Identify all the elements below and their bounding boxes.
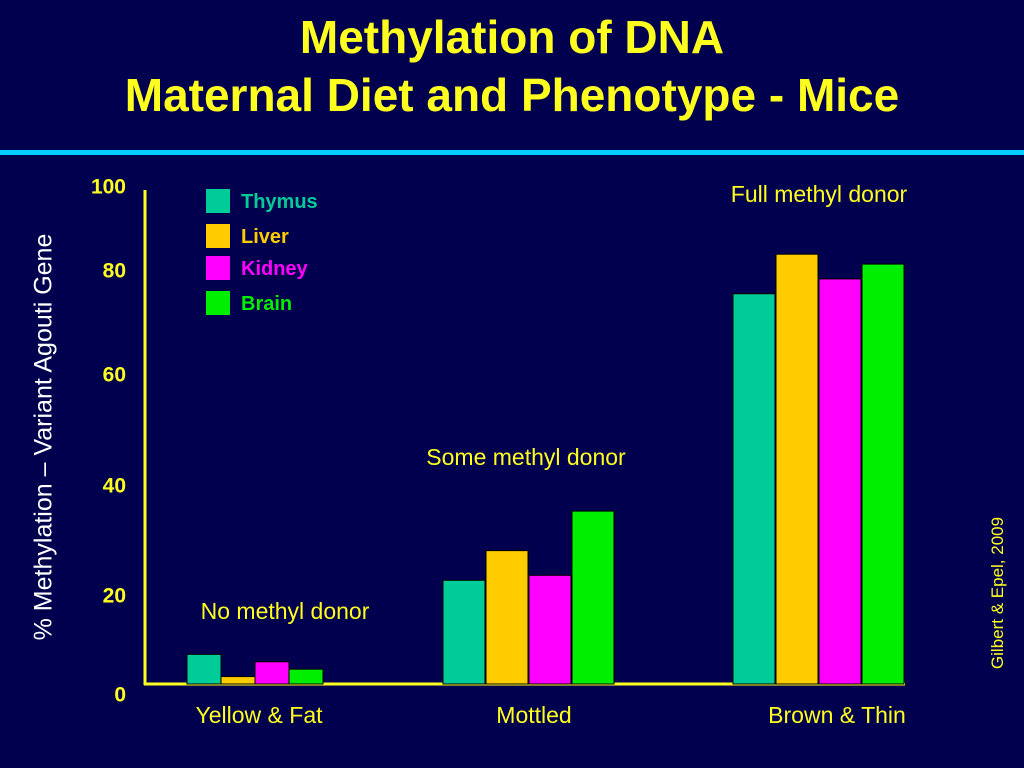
legend-swatch-kidney	[206, 256, 230, 280]
bar-thymus-0	[186, 653, 222, 685]
bar-group-annotation: Full methyl donor	[731, 181, 908, 207]
y-tick-label: 100	[91, 176, 126, 199]
bar-brain-1	[571, 510, 615, 685]
legend-swatch-brain	[206, 291, 230, 315]
bar-brain-0	[288, 668, 324, 685]
y-tick-label: 80	[103, 260, 126, 283]
x-category-label: Yellow & Fat	[196, 702, 324, 728]
legend-label-brain: Brain	[241, 293, 292, 315]
title-line-1: Methylation of DNA	[299, 11, 725, 63]
slide-title: Methylation of DNA Maternal Diet and Phe…	[0, 8, 1024, 124]
bar-liver-2	[775, 253, 819, 685]
y-tick-label: 40	[103, 475, 126, 498]
bar-kidney-0	[254, 661, 290, 685]
title-divider	[0, 150, 1024, 155]
bar-liver-1	[485, 550, 529, 685]
y-tick-label: 20	[103, 585, 126, 608]
legend-label-kidney: Kidney	[241, 258, 309, 280]
title-line-2: Maternal Diet and Phenotype - Mice	[124, 69, 900, 121]
legend-label-liver: Liver	[241, 226, 289, 248]
bar-group-annotation: Some methyl donor	[426, 444, 626, 470]
y-tick-label: 0	[114, 684, 126, 707]
bar-kidney-1	[528, 574, 572, 685]
x-category-label: Mottled	[496, 702, 571, 728]
legend-swatch-liver	[206, 224, 230, 248]
bar-kidney-2	[818, 278, 862, 685]
bar-group-annotation: No methyl donor	[201, 598, 370, 624]
bar-brain-2	[861, 263, 905, 685]
legend-label-thymus: Thymus	[241, 191, 318, 213]
x-category-label: Brown & Thin	[768, 702, 906, 728]
y-tick-label: 60	[103, 364, 126, 387]
bar-thymus-2	[732, 293, 776, 685]
bar-liver-0	[220, 676, 256, 685]
legend-swatch-thymus	[206, 189, 230, 213]
bar-thymus-1	[442, 579, 486, 685]
